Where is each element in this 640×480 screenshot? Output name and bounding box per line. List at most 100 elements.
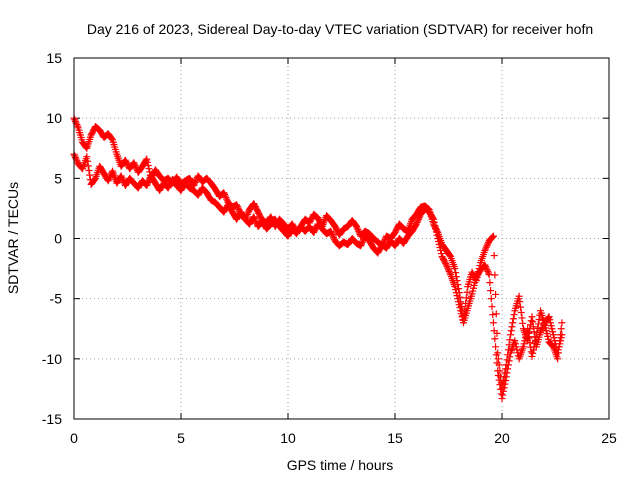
data-point-interp <box>488 234 496 242</box>
data-point-interp <box>529 318 537 326</box>
data-point-interp <box>504 361 512 369</box>
data-point-interp <box>105 175 113 183</box>
data-point-interp <box>84 162 92 170</box>
data-point-interp <box>456 304 464 312</box>
data-point-interp <box>525 334 533 342</box>
data-point <box>455 301 463 309</box>
data-point-interp <box>509 319 517 327</box>
grid <box>74 58 609 419</box>
data-point <box>549 331 557 339</box>
data-point-interp <box>523 328 531 336</box>
data-point-interp <box>413 218 421 226</box>
data-point-interp <box>359 237 367 245</box>
data-point <box>327 227 335 235</box>
data-point-interp <box>221 192 229 200</box>
y-tick-label: -10 <box>42 351 62 367</box>
data-point-interp <box>221 190 229 198</box>
data-point-interp <box>73 121 81 129</box>
data-point-interp <box>414 217 422 225</box>
data-point-interp <box>519 319 527 327</box>
data-point-interp <box>484 267 492 275</box>
data-point <box>434 235 442 242</box>
data-point-interp <box>533 329 541 337</box>
data-point <box>430 215 438 223</box>
data-point-interp <box>222 194 230 202</box>
data-point-interp <box>499 387 507 395</box>
data-point-interp <box>490 327 498 335</box>
data-point-interp <box>546 316 554 324</box>
data-point <box>485 271 493 279</box>
data-point-interp <box>358 239 366 247</box>
data-point <box>267 213 275 221</box>
data-point <box>545 313 553 321</box>
data-point-interp <box>516 298 524 306</box>
data-point-interp <box>494 371 502 379</box>
data-point-interp <box>488 303 496 311</box>
data-point-interp <box>482 264 490 272</box>
data-point-interp <box>513 346 521 354</box>
data-point-interp <box>554 349 562 357</box>
data-point-interp <box>529 346 537 354</box>
y-tick-label: -15 <box>42 411 62 427</box>
data-point-interp <box>482 263 490 271</box>
data-point-interp <box>505 357 513 365</box>
data-point <box>511 337 519 345</box>
data-point-interp <box>329 232 337 240</box>
data-point-interp <box>118 174 126 182</box>
data-point-interp <box>512 343 520 351</box>
data-point <box>104 177 112 185</box>
y-tick-label: -5 <box>50 291 63 307</box>
y-tick-label: 10 <box>46 110 62 126</box>
data-point-interp <box>506 353 514 361</box>
data-point-interp <box>251 216 259 224</box>
data-point-interp <box>534 320 542 328</box>
data-point <box>515 292 523 300</box>
data-point-interp <box>244 209 252 217</box>
data-point-interp <box>527 317 535 325</box>
data-point-interp <box>512 340 520 348</box>
data-point-interp <box>85 167 93 175</box>
data-point-interp <box>445 266 452 274</box>
data-point-interp <box>549 328 557 336</box>
x-tick-label: 20 <box>494 430 510 446</box>
data-point-interp <box>415 215 423 223</box>
x-tick-label: 5 <box>177 430 185 446</box>
data-point <box>489 232 497 240</box>
data-point-interp <box>443 263 451 271</box>
data-point-interp <box>437 250 445 258</box>
data-point-interp <box>353 224 361 232</box>
data-point <box>528 313 536 321</box>
data-point-interp <box>446 269 454 277</box>
data-point-interp <box>510 311 518 319</box>
data-point-interp <box>432 228 440 236</box>
data-point-interp <box>71 152 79 160</box>
data-point-interp <box>534 324 542 332</box>
data-point-interp <box>508 323 516 331</box>
data-point-interp <box>535 316 543 324</box>
y-tick-label: 15 <box>46 50 62 66</box>
data-point-interp <box>524 329 532 337</box>
data-point-interp <box>492 351 500 359</box>
chart-title: Day 216 of 2023, Sidereal Day-to-day VTE… <box>87 21 593 37</box>
data-point-interp <box>489 233 497 241</box>
data-point <box>498 395 506 403</box>
data-point-interp <box>484 269 492 277</box>
data-point-interp <box>86 171 94 179</box>
data-point-interp <box>492 290 500 298</box>
data-point-interp <box>487 287 495 295</box>
data-point-interp <box>482 245 490 253</box>
data-point <box>519 343 527 351</box>
data-point-interp <box>357 240 365 248</box>
data-point-interp <box>444 264 452 272</box>
data-point-interp <box>146 168 154 176</box>
data-point-interp <box>119 175 127 183</box>
data-point-interp <box>462 294 470 302</box>
data-point-interp <box>84 157 92 165</box>
data-point-interp <box>504 365 512 373</box>
x-tick-label: 25 <box>601 430 617 446</box>
data-point <box>352 222 360 230</box>
data-point-interp <box>143 180 151 188</box>
data-point-interp <box>517 303 525 311</box>
data-point-interp <box>493 359 501 367</box>
data-point-interp <box>191 180 199 188</box>
